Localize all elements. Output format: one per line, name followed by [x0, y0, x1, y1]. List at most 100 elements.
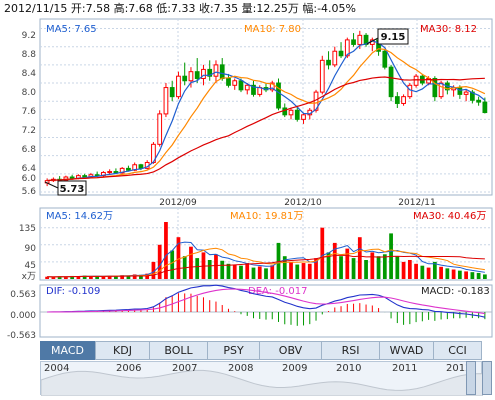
volume-bar — [126, 275, 131, 279]
volume-bar — [414, 263, 418, 279]
tab-wvad[interactable]: WVAD — [380, 341, 434, 360]
volume-bar — [114, 275, 118, 279]
dea-label: DEA: -0.017 — [248, 286, 307, 297]
candle — [344, 39, 350, 57]
price-y-tick: 8.8 — [22, 50, 37, 60]
candle — [301, 114, 306, 120]
range-year: 2010 — [336, 363, 362, 374]
volume-bar — [57, 276, 62, 279]
vol-ma30-line — [47, 254, 485, 278]
candle — [169, 87, 175, 98]
volume-bar — [401, 261, 406, 279]
range-year: 2011 — [392, 363, 418, 374]
price-y-tick: 9.2 — [22, 31, 36, 41]
volume-bar — [214, 254, 218, 279]
volume-bar — [89, 276, 93, 279]
volume-bar — [139, 274, 143, 279]
volume-bar — [432, 261, 437, 279]
tab-boll[interactable]: BOLL — [150, 341, 208, 360]
volume-bar — [132, 274, 137, 279]
price-y-tick: 6.4 — [22, 164, 37, 174]
candle — [69, 176, 75, 179]
volume-bar — [314, 258, 318, 279]
candle — [319, 59, 325, 93]
vol-ma5-label: MA5: 14.62万 — [46, 211, 113, 222]
tab-kdj[interactable]: KDJ — [96, 341, 150, 360]
volume-bar — [451, 269, 456, 279]
volume-bar — [382, 254, 387, 279]
volume-bar — [395, 256, 400, 279]
candle — [194, 71, 200, 79]
volume-bar — [464, 271, 468, 279]
candle — [132, 164, 138, 171]
volume-bar — [207, 260, 212, 279]
volume-bar — [220, 260, 225, 279]
volume-bar — [95, 275, 100, 279]
range-handle-left[interactable] — [466, 361, 476, 395]
tab-obv[interactable]: OBV — [260, 341, 322, 360]
tab-cci[interactable]: CCI — [434, 341, 482, 360]
volume-bar — [145, 273, 150, 279]
volume-bar — [420, 265, 425, 279]
candle — [476, 99, 481, 103]
x-tick: 2012/09 — [159, 198, 197, 208]
vol-ma10-label: MA10: 19.81万 — [230, 211, 303, 222]
candle — [232, 80, 238, 86]
candle — [226, 77, 231, 86]
volume-bar — [470, 272, 475, 279]
candle — [388, 66, 394, 98]
tab-rsi[interactable]: RSI — [322, 341, 380, 360]
macd-y-tick: 0.000 — [10, 311, 36, 321]
candle — [338, 50, 344, 57]
volume-bar — [476, 272, 481, 279]
dea-line — [47, 288, 485, 315]
volume-bar — [326, 252, 331, 279]
tab-psy[interactable]: PSY — [208, 341, 260, 360]
candle — [244, 84, 250, 91]
volume-bar — [64, 276, 68, 279]
price-y-axis: 9.2 8.8 8.4 8.0 7.6 7.2 6.8 6.4 6.0 5.6 — [22, 31, 37, 197]
volume-unit: x万 — [22, 272, 36, 282]
candle — [357, 34, 363, 45]
ma10-line — [47, 48, 486, 182]
candle — [382, 50, 388, 68]
volume-bar — [351, 258, 356, 279]
price-y-tick: 7.6 — [22, 107, 37, 117]
volume-bar — [239, 265, 243, 279]
volume-bar — [257, 266, 262, 279]
candle — [257, 87, 263, 95]
volume-bar — [120, 275, 125, 279]
ma30-label: MA30: 8.12 — [420, 24, 477, 35]
macd-y-tick: -0.563 — [7, 331, 36, 341]
price-y-tick: 5.6 — [22, 187, 37, 197]
volume-bar — [51, 277, 56, 279]
tab-macd[interactable]: MACD — [40, 341, 96, 360]
x-tick: 2012/10 — [284, 198, 322, 208]
candle — [438, 82, 444, 98]
vol-ma30-label: MA30: 40.46万 — [413, 211, 486, 222]
price-panel — [39, 18, 493, 196]
volume-bar — [70, 275, 75, 279]
range-year: 2012 — [446, 363, 472, 374]
volume-y-tick: 45 — [25, 261, 36, 271]
time-range-navigator[interactable] — [40, 361, 483, 396]
price-y-tick: 7.2 — [22, 126, 36, 136]
candle — [294, 109, 300, 120]
high-marker-text: 9.15 — [381, 32, 406, 43]
candle — [182, 75, 188, 82]
macd-series — [47, 284, 486, 326]
candles — [44, 30, 488, 187]
candle — [119, 167, 125, 174]
volume-bar — [332, 242, 337, 279]
candle — [482, 101, 488, 114]
candle — [394, 96, 400, 104]
price-y-tick: 8.0 — [22, 88, 37, 98]
candle — [276, 82, 281, 109]
range-handle-right[interactable] — [482, 361, 492, 395]
price-y-tick: 8.4 — [22, 69, 37, 79]
price-y-tick: 6.8 — [22, 145, 37, 155]
volume-bar — [157, 244, 162, 279]
dif-line — [47, 284, 485, 318]
candle — [269, 82, 275, 91]
